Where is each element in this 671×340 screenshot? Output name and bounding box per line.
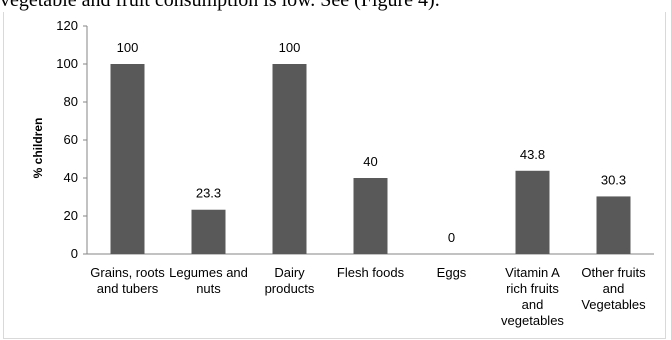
category-label: Eggs	[437, 265, 467, 280]
data-labels: 100 23.3 100 40 0 43.8 30.3	[117, 40, 627, 245]
category-label: Legumes and nuts	[169, 265, 248, 296]
bar	[353, 178, 388, 254]
category-label: Flesh foods	[337, 265, 405, 280]
category-label: Grains, roots and tubers	[90, 265, 165, 296]
data-label: 23.3	[196, 186, 221, 201]
data-label: 0	[448, 230, 455, 245]
data-label: 30.3	[601, 172, 626, 187]
data-label: 100	[117, 40, 139, 55]
bar	[110, 64, 145, 254]
y-axis-label: % children	[31, 118, 45, 179]
bar	[596, 196, 631, 254]
y-tick-label: 120	[56, 18, 78, 33]
bar	[515, 170, 550, 254]
y-tick-label: 80	[64, 94, 78, 109]
category-label: Other fruits and Vegetables	[581, 265, 646, 312]
chart-frame	[3, 12, 666, 339]
bar	[191, 209, 226, 254]
data-label: 100	[279, 40, 301, 55]
bars	[110, 64, 631, 254]
y-tick-label: 60	[64, 132, 78, 147]
bar	[272, 64, 307, 254]
y-tick-label: 0	[71, 246, 78, 261]
y-tick-label: 40	[64, 170, 78, 185]
y-tick-label: 20	[64, 208, 78, 223]
y-axis-ticks: 0 20 40 60 80 100 120	[56, 18, 87, 261]
category-label: Dairy products	[265, 265, 315, 296]
figure-caption: vegetable and fruit consumption is low. …	[0, 0, 440, 11]
data-label: 43.8	[520, 147, 545, 162]
y-tick-label: 100	[56, 56, 78, 71]
data-label: 40	[363, 154, 377, 169]
